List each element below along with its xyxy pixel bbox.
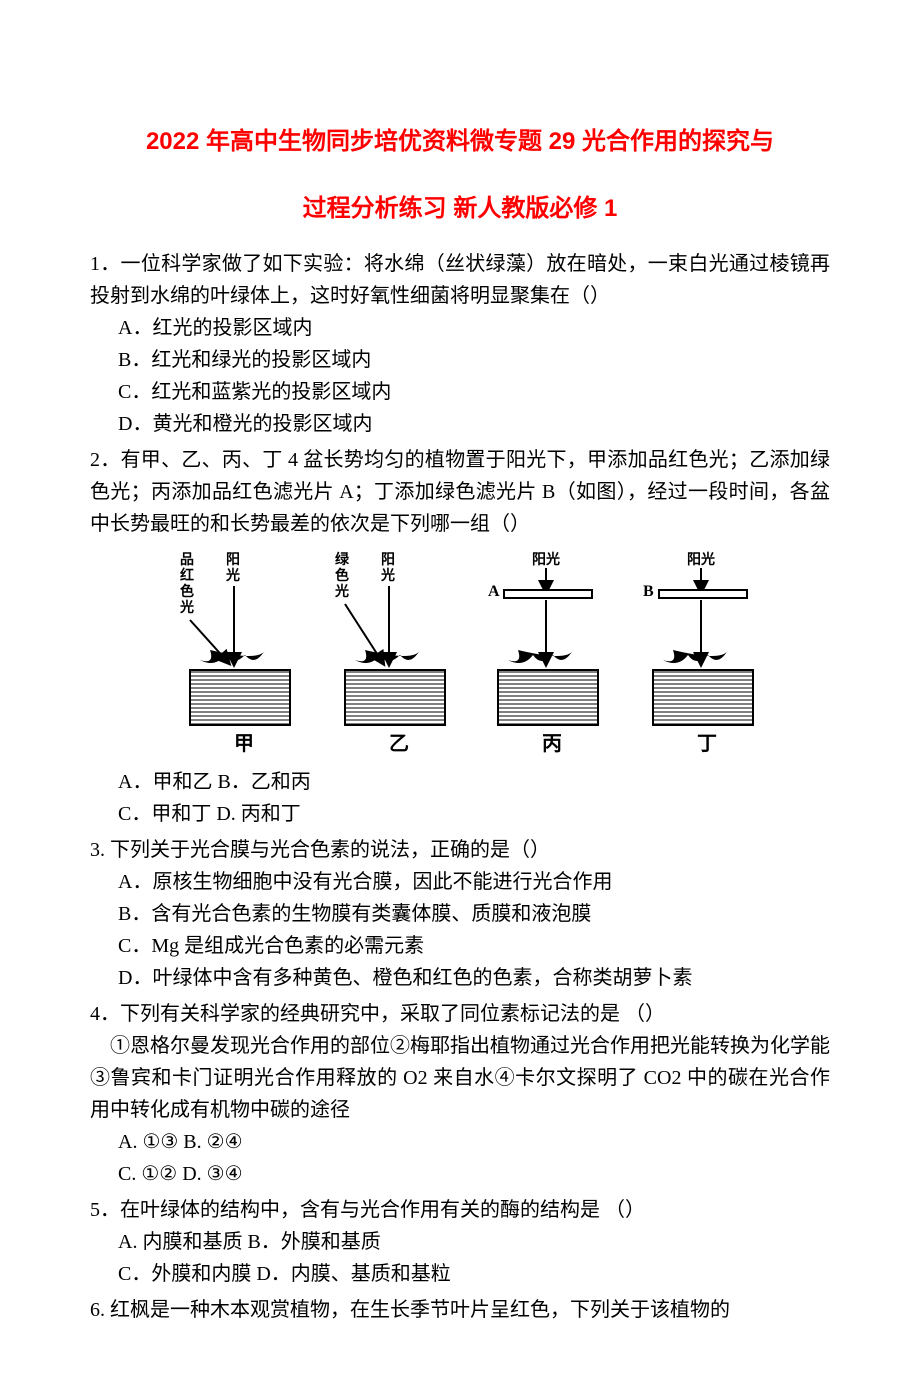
fig-filter-a: A — [488, 583, 500, 600]
q4-stem: 4．下列有关科学家的经典研究中，采取了同位素标记法的是 （） — [90, 998, 830, 1030]
svg-text:光: 光 — [225, 567, 240, 584]
q2-figure: 品红色光 阳光 甲 绿色光 阳光 乙 阳光 A 丙 阳光 B 丁 — [90, 550, 830, 760]
svg-text:阳光: 阳光 — [532, 551, 560, 568]
svg-text:品: 品 — [180, 552, 194, 568]
svg-text:光: 光 — [380, 567, 395, 584]
q3-option-c: C．Mg 是组成光合色素的必需元素 — [90, 930, 830, 962]
q5-stem: 5．在叶绿体的结构中，含有与光合作用有关的酶的结构是 （） — [90, 1194, 830, 1226]
q6-stem: 6. 红枫是一种木本观赏植物，在生长季节叶片呈红色，下列关于该植物的 — [90, 1294, 830, 1326]
fig-label-ding: 丁 — [697, 733, 717, 755]
svg-text:红: 红 — [180, 567, 194, 584]
fig-filter-b: B — [643, 583, 654, 600]
svg-text:绿: 绿 — [335, 551, 350, 568]
q3-option-d: D．叶绿体中含有多种黄色、橙色和红色的色素，合称类胡萝卜素 — [90, 962, 830, 994]
svg-text:光: 光 — [334, 583, 349, 600]
q1-stem: 1．一位科学家做了如下实验：将水绵（丝状绿藻）放在暗处，一束白光通过棱镜再投射到… — [90, 248, 830, 312]
doc-title-line1: 2022 年高中生物同步培优资料微专题 29 光合作用的探究与 — [90, 120, 830, 163]
q1-option-c: C．红光和蓝紫光的投影区域内 — [90, 376, 830, 408]
q5-options-cd: C．外膜和内膜 D．内膜、基质和基粒 — [90, 1258, 830, 1290]
q4-options-cd: C. ①② D. ③④ — [90, 1158, 830, 1190]
q2-stem: 2．有甲、乙、丙、丁 4 盆长势均匀的植物置于阳光下，甲添加品红色光；乙添加绿色… — [90, 444, 830, 540]
q3-option-a: A．原核生物细胞中没有光合膜，因此不能进行光合作用 — [90, 866, 830, 898]
fig-label-yi: 乙 — [389, 733, 409, 755]
doc-title-line2: 过程分析练习 新人教版必修 1 — [90, 187, 830, 230]
q3-stem: 3. 下列关于光合膜与光合色素的说法，正确的是（） — [90, 834, 830, 866]
q2-options-ab: A．甲和乙 B．乙和丙 — [90, 766, 830, 798]
q1-option-d: D．黄光和橙光的投影区域内 — [90, 408, 830, 440]
svg-text:色: 色 — [335, 567, 349, 584]
svg-text:阳: 阳 — [226, 552, 240, 568]
q2-options-cd: C．甲和丁 D. 丙和丁 — [90, 798, 830, 830]
svg-text:色: 色 — [180, 583, 194, 600]
q1-option-a: A．红光的投影区域内 — [90, 312, 830, 344]
q4-text: ①恩格尔曼发现光合作用的部位②梅耶指出植物通过光合作用把光能转换为化学能③鲁宾和… — [90, 1030, 830, 1126]
q3-option-b: B．含有光合色素的生物膜有类囊体膜、质膜和液泡膜 — [90, 898, 830, 930]
fig-label-bing: 丙 — [542, 733, 562, 755]
fig-label-jia: 甲 — [234, 733, 254, 755]
svg-text:阳: 阳 — [381, 552, 395, 568]
q1-option-b: B．红光和绿光的投影区域内 — [90, 344, 830, 376]
q5-options-ab: A. 内膜和基质 B．外膜和基质 — [90, 1226, 830, 1258]
svg-text:光: 光 — [179, 599, 194, 616]
svg-text:阳光: 阳光 — [687, 551, 715, 568]
q2-svg: 品红色光 阳光 甲 绿色光 阳光 乙 阳光 A 丙 阳光 B 丁 — [150, 550, 770, 760]
q4-options-ab: A. ①③ B. ②④ — [90, 1126, 830, 1158]
